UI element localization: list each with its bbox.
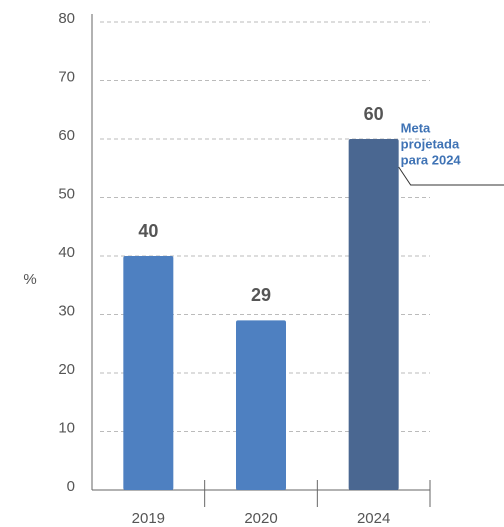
data-label: 40 — [138, 221, 158, 241]
data-label: 29 — [251, 285, 271, 305]
y-tick-label: 20 — [58, 361, 75, 378]
y-tick-label: 0 — [67, 478, 75, 495]
y-tick-label: 60 — [58, 127, 75, 144]
y-tick-label: 70 — [58, 68, 75, 85]
y-tick-label: 30 — [58, 302, 75, 319]
data-label: 60 — [364, 104, 384, 124]
annotation: para 2024 — [401, 152, 462, 167]
bar — [236, 320, 286, 490]
y-tick-label: 80 — [58, 10, 75, 27]
y-tick-label: 10 — [58, 419, 75, 436]
annotation: Meta — [401, 120, 431, 135]
annotation: projetada — [401, 136, 460, 151]
x-tick-label: 2024 — [357, 510, 390, 527]
bar — [348, 139, 399, 490]
bar — [123, 256, 174, 490]
y-axis-label: % — [23, 271, 36, 288]
y-tick-label: 50 — [58, 185, 75, 202]
x-tick-label: 2019 — [132, 510, 165, 527]
y-tick-label: 40 — [58, 244, 75, 261]
annotation-line — [398, 166, 504, 186]
x-tick-label: 2020 — [244, 510, 277, 527]
